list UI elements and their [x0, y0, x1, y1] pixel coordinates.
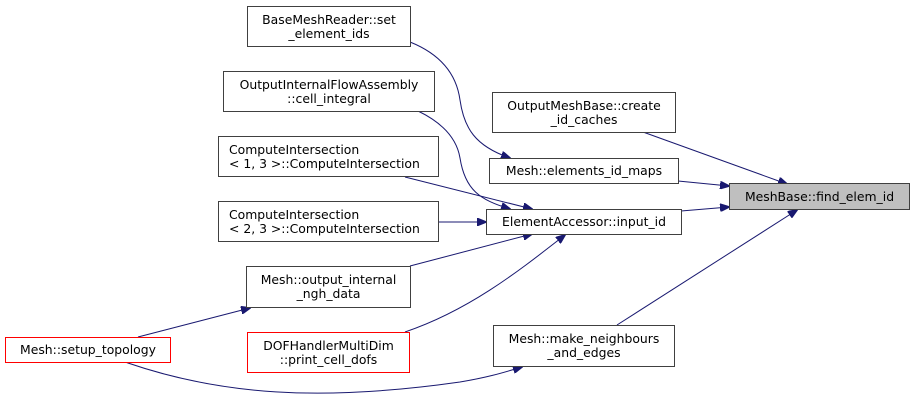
- edge-output-mesh-base-to-find-elem-id: [642, 131, 787, 184]
- node-label: DOFHandlerMultiDim: [263, 337, 394, 353]
- edge-setup-topology-to-make-neighbours: [124, 361, 522, 394]
- node-label: _and_edges: [547, 345, 621, 360]
- node-label: ComputeIntersection: [229, 141, 360, 157]
- edge-setup-topology-to-output-internal-ngh: [137, 308, 250, 338]
- node-label: OutputInternalFlowAssembly: [239, 76, 419, 92]
- node-label: Mesh::elements_id_maps: [505, 163, 663, 178]
- edge-ci13-to-element-accessor: [404, 176, 532, 209]
- node-meshbase-find-elem-id-current: MeshBase::find_elem_id: [729, 183, 910, 210]
- node-mesh-setup-topology[interactable]: Mesh::setup_topology: [5, 337, 171, 363]
- edge-element-accessor-to-find-elem-id: [680, 207, 729, 211]
- node-dof-handler-print-cell-dofs[interactable]: DOFHandlerMultiDim ::print_cell_dofs: [247, 332, 410, 373]
- node-label: _element_ids: [288, 25, 370, 41]
- node-element-accessor-input-id[interactable]: ElementAccessor::input_id: [486, 209, 682, 235]
- node-label: _ngh_data: [296, 286, 361, 301]
- node-compute-intersection-2-3[interactable]: ComputeIntersection < 2, 3 >::ComputeInt…: [218, 201, 439, 242]
- edge-base-mesh-reader-to-elements-id-maps: [409, 41, 510, 158]
- node-label: ::cell_integral: [287, 90, 371, 106]
- edge-make-neighbours-to-find-elem-id: [616, 210, 797, 326]
- node-label: BaseMeshReader::set: [262, 11, 396, 27]
- node-label: ::print_cell_dofs: [279, 351, 378, 367]
- node-mesh-make-neighbours-and-edges[interactable]: Mesh::make_neighbours _and_edges: [493, 325, 675, 367]
- node-output-internal-flow-assembly-cell-integral[interactable]: OutputInternalFlowAssembly ::cell_integr…: [223, 71, 435, 112]
- edge-elements-id-maps-to-find-elem-id: [677, 180, 729, 186]
- node-label: ComputeIntersection: [229, 206, 360, 222]
- node-label: OutputMeshBase::create: [507, 97, 661, 113]
- node-label: < 1, 3 >::ComputeIntersection: [229, 155, 420, 171]
- node-mesh-elements-id-maps[interactable]: Mesh::elements_id_maps: [489, 158, 679, 184]
- node-label: Mesh::output_internal: [260, 272, 397, 287]
- node-mesh-output-internal-ngh-data[interactable]: Mesh::output_internal _ngh_data: [246, 266, 411, 308]
- node-label: _id_caches: [550, 111, 618, 127]
- node-compute-intersection-1-3[interactable]: ComputeIntersection < 1, 3 >::ComputeInt…: [218, 136, 439, 177]
- node-base-mesh-reader-set-element-ids[interactable]: BaseMeshReader::set _element_ids: [247, 6, 411, 47]
- edge-output-internal-ngh-to-element-accessor: [409, 234, 532, 267]
- edge-output-internal-flow-to-element-accessor: [417, 110, 510, 209]
- node-label: ElementAccessor::input_id: [502, 214, 666, 229]
- node-label: MeshBase::find_elem_id: [744, 188, 895, 204]
- node-output-mesh-base-create-id-caches[interactable]: OutputMeshBase::create _id_caches: [492, 92, 676, 133]
- edge-dof-handler-to-element-accessor: [404, 235, 565, 333]
- node-label: Mesh::make_neighbours: [508, 331, 660, 346]
- node-label: < 2, 3 >::ComputeIntersection: [229, 220, 420, 236]
- node-label: Mesh::setup_topology: [20, 342, 156, 357]
